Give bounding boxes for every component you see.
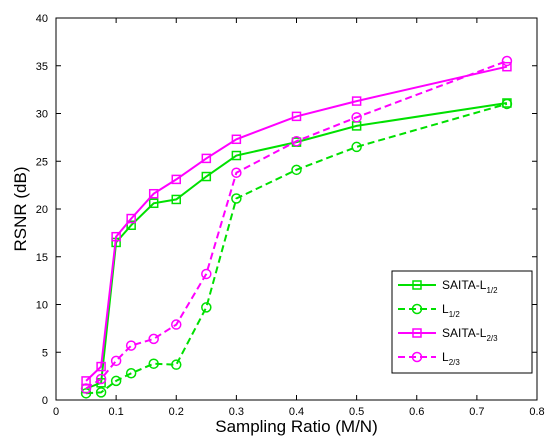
series-4-marker (171, 319, 182, 330)
series-4-marker (351, 112, 362, 123)
y-tick-label: 5 (42, 347, 48, 359)
series-3-marker (81, 376, 91, 386)
legend-marker (411, 351, 423, 363)
series-2-marker (501, 98, 513, 110)
series-3-line (85, 65, 508, 382)
series-1-marker (171, 194, 181, 205)
x-tick-label: 0.1 (108, 406, 123, 418)
series-1-marker (231, 150, 242, 161)
series-2-marker (125, 368, 137, 379)
y-tick-label: 25 (36, 156, 48, 168)
series-4 (80, 55, 513, 394)
series-3-marker (351, 96, 362, 106)
series-2-marker (95, 387, 107, 398)
series-4-marker (148, 333, 159, 345)
series-3-marker (171, 174, 181, 185)
series-1-marker (148, 198, 159, 209)
legend: SAITA-L1/2 L1/2 SAITA-L2/3 L2/3 (391, 270, 533, 374)
y-tick-label: 30 (36, 109, 48, 121)
series-4-marker (110, 355, 122, 367)
legend-entry: L1/2 (398, 302, 460, 319)
legend-entry: SAITA-L1/2 (398, 278, 498, 295)
legend-entry: L2/3 (398, 350, 460, 367)
series-1-marker (201, 171, 212, 182)
series-3-marker (111, 231, 121, 242)
legend-marker (411, 303, 423, 315)
series-2-marker (201, 302, 212, 313)
legend-label: L1/2 (442, 302, 460, 319)
series-3 (81, 61, 512, 386)
legend-entry: SAITA-L2/3 (398, 326, 498, 343)
x-tick-label: 0.3 (229, 406, 244, 418)
x-axis-title: Sampling Ratio (M/N) (215, 417, 378, 436)
y-tick-label: 35 (36, 61, 48, 73)
series-3-marker (201, 153, 212, 164)
x-tick-label: 0.2 (169, 406, 184, 418)
series-2-marker (80, 388, 92, 399)
series-2-line (86, 102, 508, 395)
y-tick-label: 40 (36, 13, 48, 25)
series-3-marker (148, 188, 159, 199)
y-tick-label: 15 (36, 252, 48, 264)
series-layer (80, 55, 513, 399)
legend-marker (412, 280, 422, 290)
x-tick-label: 0.4 (289, 406, 304, 418)
legend-marker (412, 328, 422, 338)
legend-label: SAITA-L1/2 (442, 278, 498, 295)
y-tick-label: 10 (36, 300, 48, 312)
series-3-marker (96, 361, 106, 372)
series-2 (80, 98, 513, 399)
series-2-marker (110, 375, 122, 387)
series-4-marker (231, 167, 242, 178)
series-3-marker (231, 134, 242, 145)
series-4-marker (501, 55, 513, 67)
axis-ticks: 0 0.1 0.2 0.3 0.4 0.5 0.6 0.7 0.8 0 5 10 15 20 25 30 35 4… (36, 13, 545, 418)
series-2-marker (171, 359, 182, 370)
legend-label: SAITA-L2/3 (442, 326, 498, 343)
series-3-marker (502, 61, 512, 72)
series-4-marker (201, 268, 212, 280)
series-3-marker (291, 111, 302, 122)
series-4-marker (80, 383, 92, 394)
legend-label: L2/3 (442, 350, 460, 367)
series-2-marker (291, 164, 302, 176)
series-1-marker (126, 220, 136, 230)
series-4-marker (95, 373, 107, 385)
series-4-marker (291, 135, 302, 147)
x-tick-label: 0.6 (409, 406, 424, 418)
series-2-marker (351, 141, 362, 153)
series-4-line (85, 60, 508, 390)
series-2-marker (148, 358, 159, 369)
y-tick-label: 0 (42, 395, 48, 407)
y-axis-title: RSNR (dB) (11, 166, 30, 251)
x-tick-label: 0.8 (529, 406, 544, 418)
x-tick-label: 0.5 (349, 406, 364, 418)
series-1-line (85, 102, 508, 390)
series-3-marker (126, 213, 136, 224)
x-tick-label: 0.7 (469, 406, 484, 418)
y-tick-label: 20 (36, 204, 48, 216)
x-tick-label: 0 (53, 406, 59, 418)
series-2-marker (231, 193, 242, 204)
series-4-marker (125, 340, 137, 351)
